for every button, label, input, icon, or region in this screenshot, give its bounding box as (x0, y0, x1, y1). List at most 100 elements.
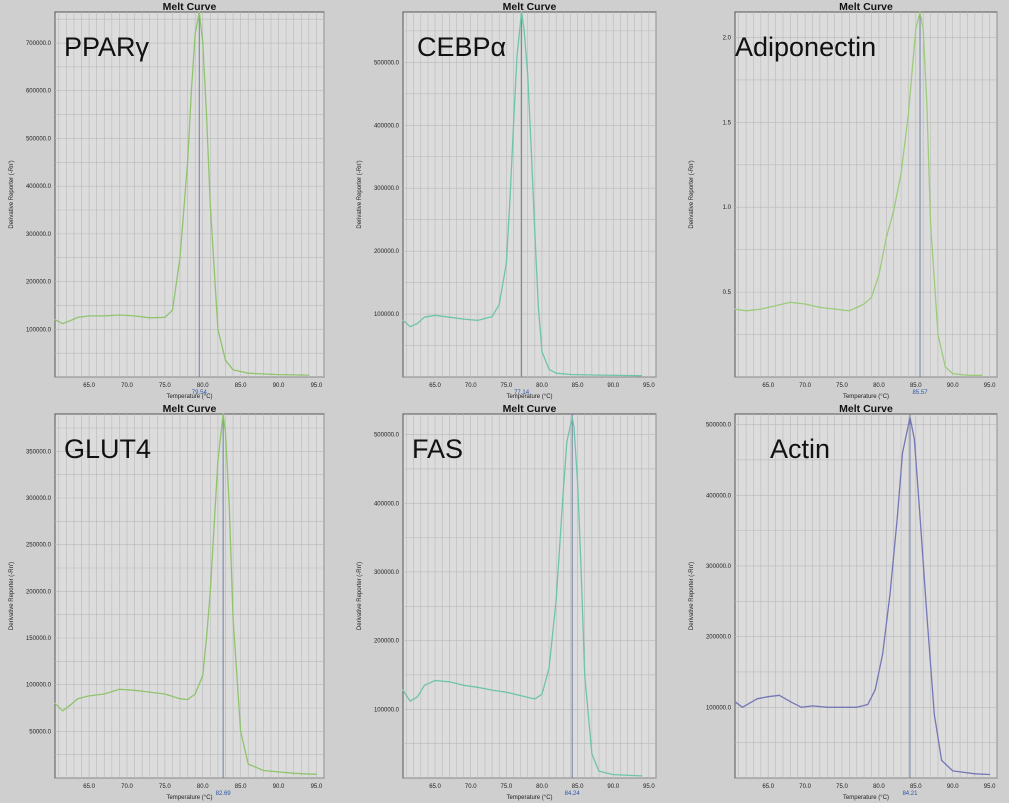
x-tick-label: 90.0 (273, 383, 285, 389)
data-point (749, 702, 751, 704)
data-point (54, 319, 56, 321)
x-tick-label: 75.0 (159, 784, 171, 790)
y-tick-label: 500000.0 (374, 433, 400, 439)
data-point (505, 691, 507, 693)
x-tick-label: 75.0 (500, 383, 512, 389)
data-point (69, 320, 71, 322)
data-point (893, 210, 895, 212)
data-point (149, 691, 151, 693)
chart-title: Melt Curve (163, 1, 217, 13)
peak-temperature-label: 77.14 (514, 390, 530, 396)
data-point (232, 369, 234, 371)
x-tick-label: 80.0 (873, 784, 885, 790)
data-point (498, 304, 500, 306)
melt-curve-panel-1: Melt Curve 100000.0 200000.0 300000.0 400000… (0, 0, 336, 402)
data-point (778, 694, 780, 696)
peak-temperature-label: 84.24 (565, 791, 581, 797)
data-point (293, 772, 295, 774)
melt-curve-panel-5: Melt Curve 100000.0 200000.0 300000.0 400000… (348, 402, 668, 803)
data-point (734, 701, 736, 703)
y-tick-label: 2.0 (723, 35, 732, 41)
gene-label: GLUT4 (64, 434, 151, 464)
data-point (901, 452, 904, 454)
melt-curve-line (402, 11, 642, 377)
plot-area (402, 413, 657, 779)
x-axis-label: Temperature (°C) (166, 394, 212, 400)
data-point (929, 223, 932, 225)
data-point (562, 488, 564, 491)
data-point (874, 689, 876, 691)
y-tick-label: 100000.0 (26, 683, 52, 689)
melt-curve-chart: Melt Curve 100000.0 200000.0 300000.0 400000… (9, 1, 325, 400)
data-point (187, 699, 189, 701)
data-point (734, 308, 736, 310)
data-point (882, 653, 884, 655)
melt-curve-chart: Melt Curve 100000.0 200000.0 300000.0 400000… (689, 403, 998, 801)
data-point (566, 440, 568, 443)
data-point (952, 770, 954, 772)
x-tick-label: 65.0 (83, 383, 95, 389)
data-point (530, 149, 532, 152)
data-point (477, 686, 479, 688)
data-point (409, 700, 411, 702)
data-point (569, 373, 572, 376)
y-tick-label: 100000.0 (26, 327, 52, 333)
data-point (548, 368, 550, 371)
y-tick-label: 200000.0 (26, 589, 52, 595)
data-point (448, 316, 450, 318)
y-tick-label: 200000.0 (706, 635, 732, 641)
data-point (77, 698, 79, 700)
x-axis-label: Temperature (°C) (506, 394, 552, 400)
x-tick-label: 85.0 (910, 784, 922, 790)
data-point (164, 316, 166, 318)
data-point (941, 759, 943, 761)
data-point (416, 696, 418, 698)
x-tick-label: 70.0 (121, 383, 133, 389)
x-tick-label: 85.0 (910, 383, 922, 389)
data-point (512, 124, 515, 126)
y-tick-label: 200000.0 (26, 280, 52, 286)
plot-area (734, 413, 998, 779)
x-tick-label: 70.0 (121, 784, 133, 790)
x-tick-label: 80.0 (536, 383, 548, 389)
data-point (789, 301, 791, 303)
data-point (926, 104, 928, 106)
x-tick-label: 85.0 (572, 784, 584, 790)
x-tick-label: 90.0 (607, 383, 619, 389)
x-tick-label: 65.0 (429, 383, 441, 389)
data-point (573, 427, 575, 429)
data-point (308, 374, 310, 376)
data-point (205, 637, 208, 639)
data-point (555, 372, 557, 374)
data-point (520, 11, 523, 13)
y-tick-label: 400000.0 (706, 493, 732, 499)
data-point (641, 375, 643, 377)
x-tick-label: 85.0 (572, 383, 584, 389)
data-point (240, 730, 242, 732)
chart-title: Melt Curve (503, 403, 557, 415)
data-point (534, 231, 536, 233)
data-point (477, 319, 479, 321)
data-point (878, 274, 880, 276)
y-tick-label: 700000.0 (26, 41, 52, 47)
data-point (760, 308, 762, 310)
melt-curve-chart: Melt Curve 50000.0 100000.0 150000.0 200000.… (9, 403, 325, 801)
x-tick-label: 95.0 (643, 383, 655, 389)
y-tick-label: 300000.0 (374, 186, 400, 192)
data-point (974, 773, 976, 775)
x-tick-label: 90.0 (273, 784, 285, 790)
x-axis-label: Temperature (°C) (843, 394, 889, 400)
data-point (571, 416, 573, 419)
chart-title: Melt Curve (839, 403, 893, 415)
data-point (907, 113, 910, 115)
data-point (247, 372, 249, 374)
x-tick-label: 65.0 (83, 784, 95, 790)
data-point (434, 314, 436, 316)
data-point (224, 432, 227, 434)
data-point (937, 333, 939, 336)
data-point (580, 571, 582, 573)
x-tick-label: 75.0 (159, 383, 171, 389)
data-point (202, 674, 204, 676)
chart-title: Melt Curve (163, 403, 217, 415)
